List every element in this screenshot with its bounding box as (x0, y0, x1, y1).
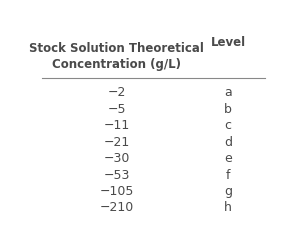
Text: Level: Level (211, 36, 246, 49)
Text: −5: −5 (107, 103, 126, 116)
Text: −30: −30 (103, 152, 130, 165)
Text: h: h (224, 201, 232, 215)
Text: −53: −53 (103, 169, 130, 182)
Text: −2: −2 (107, 86, 126, 99)
Text: d: d (224, 136, 232, 149)
Text: −105: −105 (99, 185, 134, 198)
Text: b: b (224, 103, 232, 116)
Text: g: g (224, 185, 232, 198)
Text: −21: −21 (103, 136, 130, 149)
Text: e: e (224, 152, 232, 165)
Text: f: f (226, 169, 230, 182)
Text: −11: −11 (103, 119, 130, 132)
Text: a: a (224, 86, 232, 99)
Text: c: c (225, 119, 232, 132)
Text: Stock Solution Theoretical
Concentration (g/L): Stock Solution Theoretical Concentration… (29, 42, 204, 71)
Text: −210: −210 (99, 201, 134, 215)
